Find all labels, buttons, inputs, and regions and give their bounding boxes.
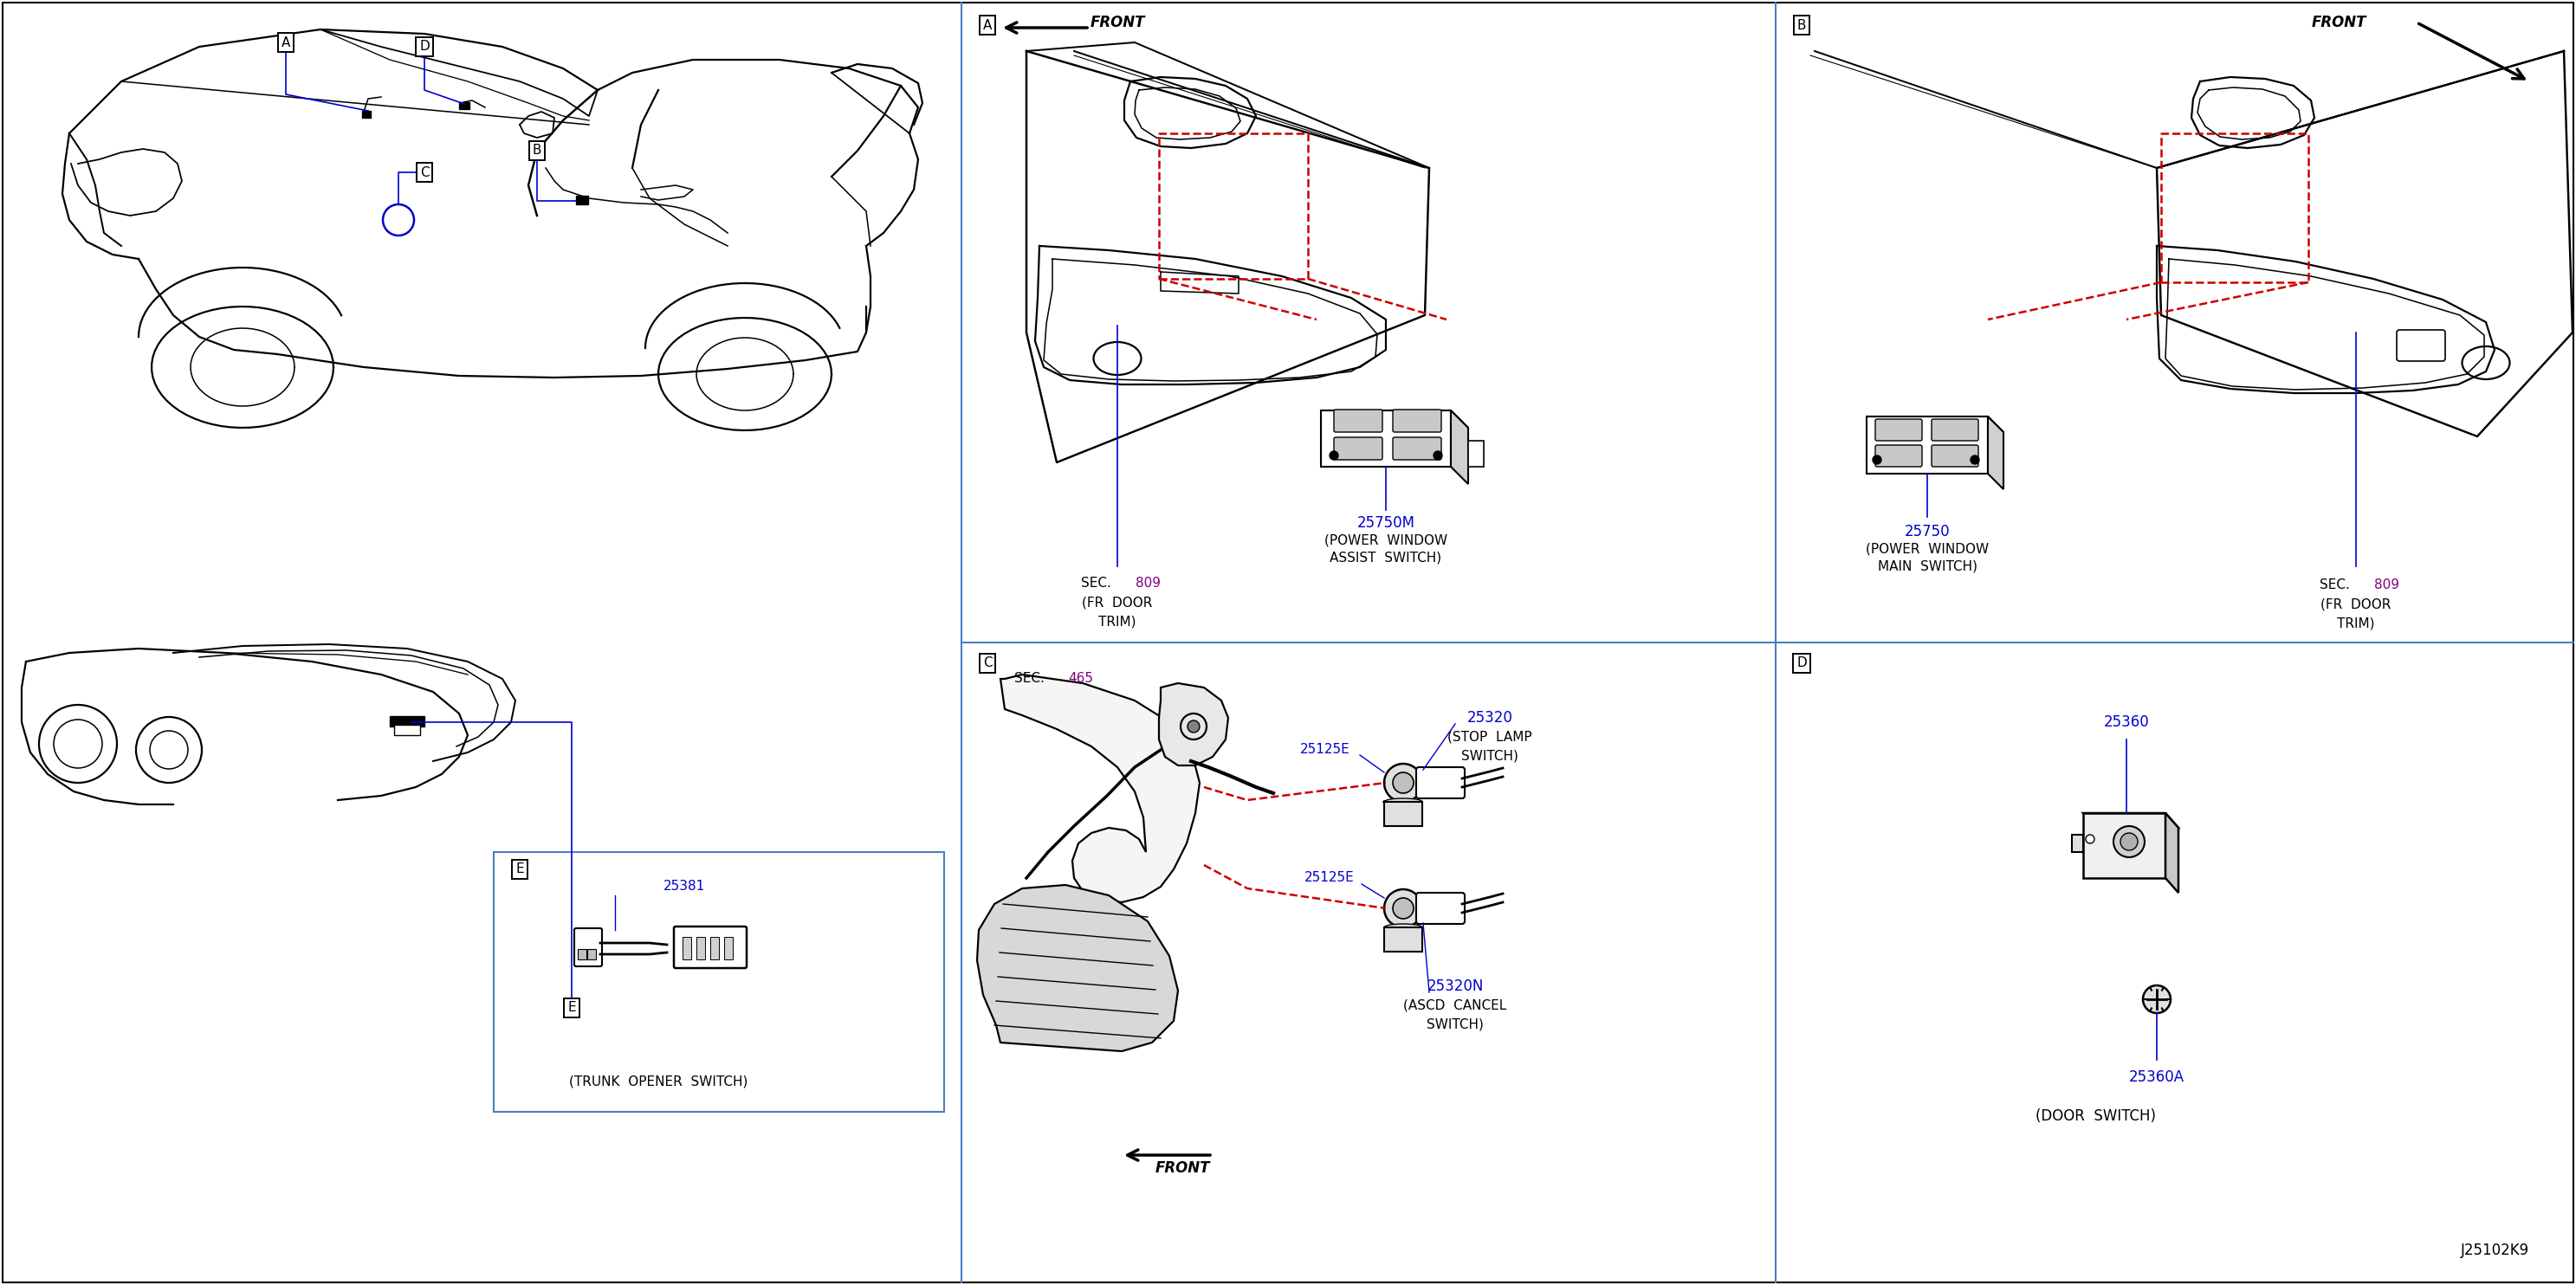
FancyBboxPatch shape (1875, 445, 1922, 466)
Circle shape (2112, 826, 2146, 857)
Text: C: C (420, 166, 430, 179)
Polygon shape (2166, 813, 2179, 893)
Text: A: A (984, 18, 992, 32)
Polygon shape (1321, 410, 1468, 428)
FancyBboxPatch shape (1394, 437, 1443, 460)
Polygon shape (1868, 416, 1989, 474)
Text: MAIN  SWITCH): MAIN SWITCH) (1878, 560, 1976, 573)
Circle shape (1383, 889, 1422, 928)
Text: SEC.: SEC. (1015, 672, 1043, 685)
Text: (TRUNK  OPENER  SWITCH): (TRUNK OPENER SWITCH) (569, 1076, 747, 1088)
Text: 25125E: 25125E (1301, 744, 1350, 757)
Bar (459, 103, 469, 109)
Text: ASSIST  SWITCH): ASSIST SWITCH) (1329, 551, 1443, 564)
Text: E: E (567, 1001, 577, 1014)
Polygon shape (999, 675, 1200, 902)
Bar (577, 195, 587, 204)
Circle shape (2087, 835, 2094, 843)
FancyBboxPatch shape (1334, 410, 1383, 432)
Bar (711, 937, 719, 960)
Text: B: B (533, 144, 541, 157)
Bar (389, 716, 425, 726)
Text: 25750: 25750 (1904, 524, 1950, 540)
Bar (696, 937, 706, 960)
Text: J25102K9: J25102K9 (2460, 1243, 2530, 1258)
FancyBboxPatch shape (1417, 767, 1466, 798)
Polygon shape (2084, 813, 2166, 878)
Text: TRIM): TRIM) (1097, 616, 1136, 628)
Text: D: D (420, 40, 430, 53)
Text: 25750M: 25750M (1358, 515, 1414, 531)
Text: SEC.: SEC. (1079, 577, 1110, 590)
FancyBboxPatch shape (1875, 419, 1922, 441)
Circle shape (1873, 455, 1880, 464)
Text: D: D (1795, 657, 1806, 669)
Bar (1383, 802, 1422, 826)
Text: B: B (1798, 18, 1806, 32)
Bar (363, 111, 371, 118)
Text: (POWER  WINDOW: (POWER WINDOW (1865, 542, 1989, 555)
Circle shape (2120, 833, 2138, 851)
Polygon shape (1450, 410, 1468, 484)
Text: (ASCD  CANCEL: (ASCD CANCEL (1404, 998, 1507, 1011)
Polygon shape (1989, 416, 2004, 490)
Text: 25381: 25381 (665, 880, 706, 893)
Text: 25320N: 25320N (1427, 978, 1484, 995)
Circle shape (1329, 451, 1340, 460)
Polygon shape (1159, 684, 1229, 766)
Bar (683, 937, 690, 960)
Circle shape (1432, 451, 1443, 460)
Text: (FR  DOOR: (FR DOOR (2321, 598, 2391, 610)
FancyBboxPatch shape (1334, 437, 1383, 460)
Circle shape (1188, 721, 1200, 732)
Circle shape (2143, 986, 2172, 1013)
Bar (495, 852, 945, 1112)
Text: FRONT: FRONT (1154, 1160, 1211, 1176)
Text: 25125E: 25125E (1303, 871, 1355, 884)
Circle shape (1394, 898, 1414, 919)
Text: FRONT: FRONT (2311, 14, 2367, 31)
Bar (1468, 441, 1484, 466)
Polygon shape (976, 885, 1177, 1051)
FancyBboxPatch shape (574, 928, 603, 966)
FancyBboxPatch shape (1932, 445, 1978, 466)
Polygon shape (1321, 410, 1450, 466)
Text: (DOOR  SWITCH): (DOOR SWITCH) (2035, 1109, 2156, 1124)
Text: 25320: 25320 (1466, 711, 1512, 726)
Ellipse shape (1383, 924, 1422, 930)
Text: SWITCH): SWITCH) (1461, 749, 1517, 762)
Text: (POWER  WINDOW: (POWER WINDOW (1324, 533, 1448, 547)
Bar (577, 950, 587, 960)
Text: C: C (984, 657, 992, 669)
FancyBboxPatch shape (675, 926, 747, 968)
Bar (587, 950, 595, 960)
Text: TRIM): TRIM) (2336, 617, 2375, 630)
Circle shape (1971, 455, 1978, 464)
Polygon shape (2084, 813, 2179, 828)
Polygon shape (2071, 835, 2084, 852)
Text: (FR  DOOR: (FR DOOR (1082, 596, 1151, 609)
Text: 25360A: 25360A (2128, 1069, 2184, 1085)
Text: 809: 809 (2372, 578, 2398, 592)
Bar (1383, 928, 1422, 952)
Text: SWITCH): SWITCH) (1427, 1018, 1484, 1031)
Text: 809: 809 (1136, 577, 1159, 590)
Circle shape (1394, 772, 1414, 793)
Text: E: E (515, 862, 523, 876)
Text: A: A (281, 36, 291, 49)
Polygon shape (1868, 416, 2004, 432)
FancyBboxPatch shape (1932, 419, 1978, 441)
FancyBboxPatch shape (1394, 410, 1443, 432)
Text: 465: 465 (1069, 672, 1095, 685)
Bar (394, 725, 420, 735)
FancyBboxPatch shape (1417, 893, 1466, 924)
Text: (STOP  LAMP: (STOP LAMP (1448, 730, 1533, 744)
Text: SEC.: SEC. (2318, 578, 2349, 592)
Circle shape (1383, 763, 1422, 802)
Bar (724, 937, 732, 960)
Text: 25360: 25360 (2105, 714, 2148, 730)
Ellipse shape (1383, 798, 1422, 806)
Text: FRONT: FRONT (1090, 14, 1144, 31)
